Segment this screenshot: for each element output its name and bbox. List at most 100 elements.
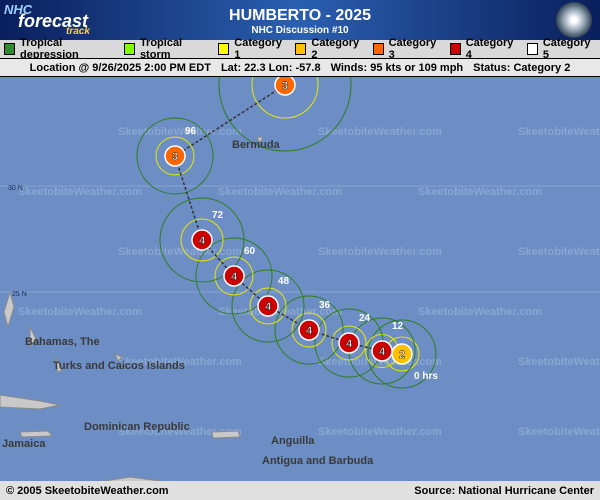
- info-field: Location @ 9/26/2025 2:00 PM EDT: [29, 61, 211, 74]
- wind-radius-inner: [331, 325, 367, 361]
- watermark: SkeetobiteWeather.com: [318, 126, 442, 138]
- place-label: Bahamas, The: [25, 336, 100, 348]
- forecast-hour: 96: [185, 126, 197, 137]
- map: SkeetobiteWeather.com SkeetobiteWeather.c…: [0, 77, 600, 481]
- forecast-hour: 72: [212, 210, 224, 221]
- wind-radius-inner: [251, 77, 319, 119]
- header: NHC forecast track HUMBERTO - 2025 NHC D…: [0, 0, 600, 40]
- place-label: Bermuda: [232, 139, 281, 151]
- place-label: Turks and Caicos Islands: [53, 360, 185, 372]
- bahamas: [3, 290, 123, 375]
- wind-radius: [218, 77, 352, 152]
- wind-radius: [136, 117, 214, 195]
- wind-radius-inner: [180, 218, 224, 262]
- jamaica: [19, 430, 54, 438]
- storm-category: 4: [379, 346, 386, 358]
- cuba: [0, 394, 61, 410]
- watermark: SkeetobiteWeather.com: [118, 246, 242, 258]
- storm-icon: [556, 2, 592, 38]
- wind-radius: [367, 319, 437, 389]
- storm-marker: [274, 77, 296, 96]
- legend-item: Category 3: [372, 37, 440, 61]
- storm-category: 2: [399, 349, 405, 361]
- forecast-hour: 24: [359, 313, 371, 324]
- storm-category: 4: [265, 301, 272, 313]
- watermark: SkeetobiteWeather.com: [418, 306, 542, 318]
- watermark: SkeetobiteWeather.com: [318, 426, 442, 438]
- place-label: Antigua and Barbuda: [262, 455, 374, 467]
- legend-label: Category 2: [311, 37, 360, 61]
- legend-item: Category 1: [218, 37, 285, 61]
- logo-top: NHC: [4, 2, 33, 17]
- watermark: SkeetobiteWeather.com: [518, 356, 600, 368]
- legend-label: Tropical depression: [20, 37, 79, 61]
- watermark: SkeetobiteWeather.com: [118, 126, 242, 138]
- legend-item: Category 2: [295, 37, 362, 61]
- watermark: SkeetobiteWeather.com: [118, 426, 242, 438]
- legend-label: Category 4: [465, 37, 514, 61]
- info-field: Status: Category 2: [473, 61, 571, 74]
- track-line: [174, 84, 403, 355]
- bermuda-island: [257, 136, 263, 142]
- place-label: Anguilla: [271, 435, 315, 447]
- legend-swatch: [449, 43, 461, 55]
- watermark: SkeetobiteWeather.com: [518, 246, 600, 258]
- watermark: SkeetobiteWeather.com: [118, 356, 242, 368]
- footer-right: Source: National Hurricane Center: [414, 484, 594, 497]
- footer-left: © 2005 SkeetobiteWeather.com: [6, 484, 169, 497]
- wind-radius: [195, 237, 273, 315]
- watermark: SkeetobiteWeather.com: [518, 426, 600, 438]
- storm-marker: [164, 145, 186, 167]
- subtitle: NHC Discussion #10: [251, 25, 349, 36]
- legend-item: Tropical depression: [4, 37, 114, 61]
- watermark: SkeetobiteWeather.com: [418, 186, 542, 198]
- latitude-label: 30 N: [8, 185, 23, 192]
- latitude-label: 25 N: [12, 291, 27, 298]
- legend-label: Category 5: [542, 37, 591, 61]
- storm-category: 3: [282, 80, 288, 92]
- wind-radius: [274, 295, 344, 365]
- logo-middle: forecast: [18, 11, 89, 31]
- legend-swatch: [372, 43, 384, 55]
- land: [0, 136, 263, 481]
- watermark: SkeetobiteWeather.com: [18, 186, 142, 198]
- legend: Tropical depression Tropical storm Categor…: [0, 37, 600, 61]
- ocean: [0, 77, 600, 481]
- watermark: SkeetobiteWeather.com: [518, 126, 600, 138]
- wind-radius: [159, 197, 245, 283]
- watermark: SkeetobiteWeather.com: [218, 186, 342, 198]
- legend-swatch: [4, 43, 16, 55]
- wind-radius-inner: [155, 136, 195, 176]
- legend-swatch: [123, 43, 135, 55]
- wind-radius: [231, 269, 305, 343]
- forecast-hour: 12: [392, 321, 404, 332]
- place-label: Dominican Republic: [84, 421, 190, 433]
- legend-label: Tropical storm: [139, 37, 183, 61]
- watermark: SkeetobiteWeather.com: [318, 246, 442, 258]
- title: HUMBERTO - 2025: [229, 7, 371, 24]
- info-field: Lat: 22.3 Lon: -57.8: [220, 61, 321, 74]
- forecast-hour: 0 hrs: [414, 371, 438, 382]
- storm-marker: [371, 340, 393, 362]
- legend-swatch: [295, 43, 307, 55]
- legend-label: Category 1: [234, 37, 282, 61]
- forecast-hour: 60: [244, 246, 256, 257]
- legend-swatch: [218, 43, 230, 55]
- legend-item: Category 4: [449, 37, 517, 61]
- footer: © 2005 SkeetobiteWeather.com Source: Nat…: [0, 481, 600, 500]
- legend-item: Category 5: [526, 37, 594, 61]
- info-bar: Location @ 9/26/2025 2:00 PM EDT Lat: 22.…: [0, 59, 600, 76]
- legend-swatch: [526, 43, 538, 55]
- storm-category: 4: [346, 338, 353, 350]
- storm-marker: [298, 319, 320, 341]
- wind-radius-inner: [214, 256, 254, 296]
- storm-category: 4: [306, 325, 313, 337]
- legend-label: Category 3: [388, 37, 437, 61]
- storm-category: 4: [199, 235, 206, 247]
- logo-bottom: track: [66, 26, 90, 37]
- wind-radius-inner: [249, 287, 287, 325]
- storm-marker: [223, 265, 245, 287]
- legend-item: Tropical storm: [123, 37, 208, 61]
- storm-category: 4: [231, 271, 238, 283]
